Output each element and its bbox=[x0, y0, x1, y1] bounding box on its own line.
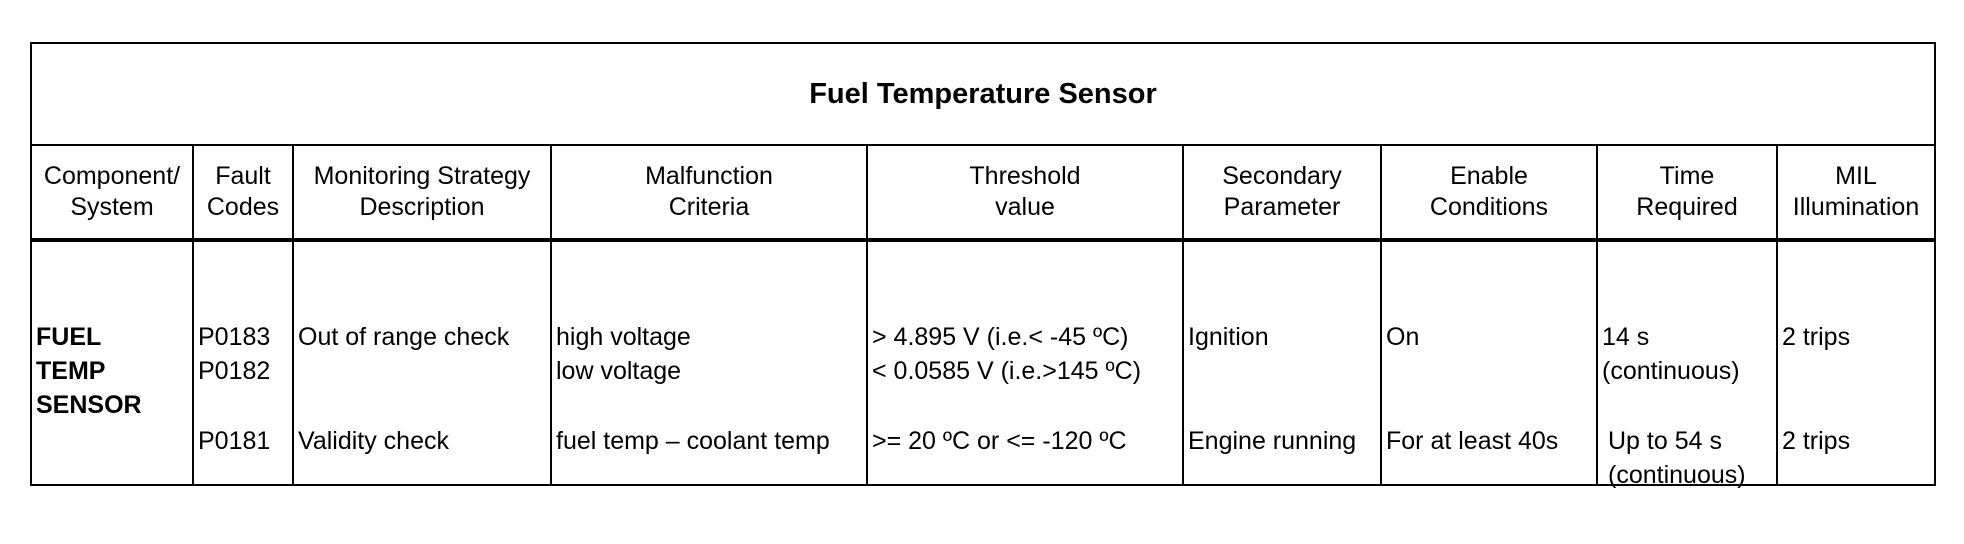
criteria-line: low voltage bbox=[556, 357, 682, 385]
mil-illumination-cell: 2 trips bbox=[1782, 323, 1851, 351]
column-divider bbox=[552, 242, 868, 484]
monitoring-strategy-cell: Validity check bbox=[298, 427, 449, 455]
secondary-parameter-cell: Ignition bbox=[1188, 323, 1269, 351]
threshold-line: > 4.895 V (i.e.< -45 ºC) bbox=[872, 323, 1129, 351]
header-line: Criteria bbox=[668, 193, 750, 221]
header-line: System bbox=[70, 193, 154, 221]
time-line: Up to 54 s bbox=[1608, 427, 1722, 455]
header-line: Time bbox=[1659, 162, 1715, 190]
time-line: 14 s bbox=[1602, 323, 1650, 351]
header-mil-illumination: MIL Illumination bbox=[1778, 144, 1934, 240]
malfunction-criteria-cell: high voltage low voltage bbox=[556, 320, 691, 388]
header-line: Threshold bbox=[969, 162, 1081, 190]
column-divider bbox=[868, 242, 1184, 484]
header-time-required: Time Required bbox=[1598, 144, 1778, 240]
header-divider bbox=[32, 238, 1934, 242]
header-line: Description bbox=[359, 193, 485, 221]
header-line: value bbox=[995, 193, 1055, 221]
secondary-parameter-cell: Engine running bbox=[1188, 427, 1357, 455]
time-required-cell: Up to 54 s (continuous) bbox=[1608, 424, 1746, 492]
column-divider bbox=[32, 242, 194, 484]
column-divider bbox=[1598, 242, 1778, 484]
component-line: TEMP bbox=[36, 357, 106, 385]
threshold-line: < 0.0585 V (i.e.>145 ºC) bbox=[872, 357, 1142, 385]
enable-conditions-cell: For at least 40s bbox=[1386, 427, 1559, 455]
criteria-line: fuel temp – coolant temp bbox=[556, 427, 830, 455]
fault-code: P0182 bbox=[198, 357, 271, 385]
fuel-temp-sensor-table: Fuel Temperature Sensor Component/ Syste… bbox=[30, 42, 1936, 489]
column-divider bbox=[294, 242, 552, 484]
enable-conditions-cell: On bbox=[1386, 323, 1420, 351]
column-divider bbox=[1184, 242, 1382, 484]
mil-illumination-cell: 2 trips bbox=[1782, 427, 1851, 455]
fault-codes-cell: P0181 bbox=[198, 424, 270, 458]
header-line: Fault bbox=[215, 162, 271, 190]
header-line: Codes bbox=[206, 193, 280, 221]
header-line: Required bbox=[1636, 193, 1738, 221]
malfunction-criteria-cell: fuel temp – coolant temp bbox=[556, 424, 830, 458]
time-line: (continuous) bbox=[1608, 461, 1746, 489]
threshold-value-cell: >= 20 ºC or <= -120 ºC bbox=[872, 424, 1127, 458]
header-line: Enable bbox=[1450, 162, 1528, 190]
time-line: (continuous) bbox=[1602, 357, 1740, 385]
fault-code: P0181 bbox=[198, 427, 271, 455]
component-line: SENSOR bbox=[36, 391, 142, 419]
header-monitoring-strategy: Monitoring Strategy Description bbox=[294, 144, 552, 240]
header-line: Parameter bbox=[1223, 193, 1341, 221]
monitoring-strategy-cell: Out of range check bbox=[298, 323, 510, 351]
fault-code: P0183 bbox=[198, 323, 271, 351]
header-fault-codes: Fault Codes bbox=[194, 144, 294, 240]
header-line: Conditions bbox=[1429, 193, 1549, 221]
header-enable-conditions: Enable Conditions bbox=[1382, 144, 1598, 240]
header-malfunction-criteria: Malfunction Criteria bbox=[552, 144, 868, 240]
fault-codes-cell: P0183 P0182 bbox=[198, 320, 270, 388]
header-threshold-value: Threshold value bbox=[868, 144, 1184, 240]
component-line: FUEL bbox=[36, 323, 102, 351]
criteria-line: high voltage bbox=[556, 323, 691, 351]
header-line: Secondary bbox=[1222, 162, 1342, 190]
time-required-cell: 14 s (continuous) bbox=[1602, 320, 1740, 388]
column-divider bbox=[194, 242, 294, 484]
header-secondary-parameter: Secondary Parameter bbox=[1184, 144, 1382, 240]
threshold-value-cell: > 4.895 V (i.e.< -45 ºC) < 0.0585 V (i.e… bbox=[872, 320, 1141, 388]
component-system-cell: FUEL TEMP SENSOR bbox=[36, 320, 142, 422]
header-component-system: Component/ System bbox=[32, 144, 194, 240]
header-line: Illumination bbox=[1792, 193, 1920, 221]
header-line: MIL bbox=[1835, 162, 1877, 190]
column-divider bbox=[1382, 242, 1598, 484]
header-line: Malfunction bbox=[645, 162, 773, 190]
table-title: Fuel Temperature Sensor bbox=[32, 44, 1934, 146]
header-line: Component/ bbox=[43, 162, 181, 190]
threshold-line: >= 20 ºC or <= -120 ºC bbox=[872, 427, 1127, 455]
header-line: Monitoring Strategy bbox=[313, 162, 531, 190]
